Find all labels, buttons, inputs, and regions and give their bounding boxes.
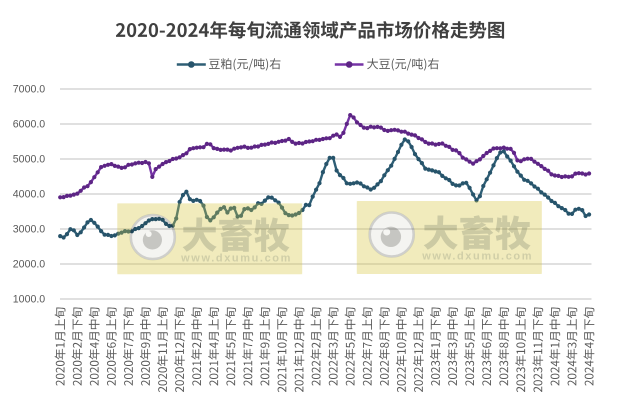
svg-text:www.dxumu.com: www.dxumu.com	[421, 251, 533, 263]
svg-text:7000.0: 7000.0	[13, 83, 46, 95]
svg-text:1000.0: 1000.0	[13, 293, 46, 305]
svg-text:2000.0: 2000.0	[13, 258, 46, 270]
svg-text:www.dxumu.com: www.dxumu.com	[180, 253, 292, 265]
svg-text:5000.0: 5000.0	[13, 153, 46, 165]
svg-text:3000.0: 3000.0	[13, 223, 46, 235]
svg-text:4000.0: 4000.0	[13, 188, 46, 200]
svg-text:6000.0: 6000.0	[13, 118, 46, 130]
